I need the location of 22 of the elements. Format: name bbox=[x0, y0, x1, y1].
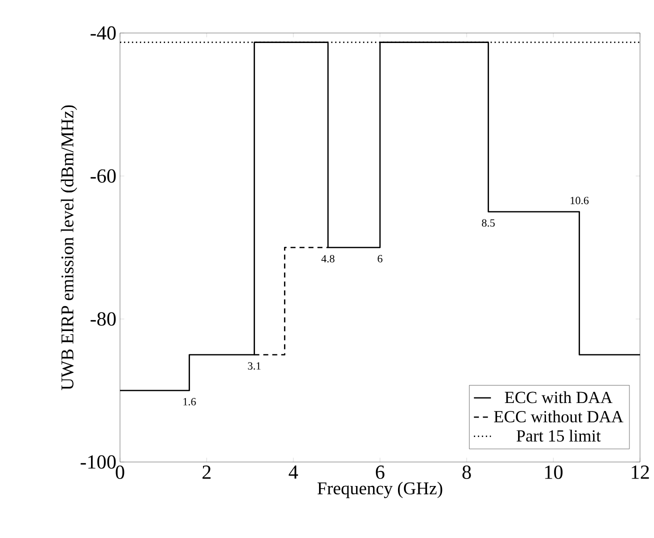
x-tick-label: 6 bbox=[376, 466, 384, 479]
annotation: 3.1 bbox=[248, 362, 261, 370]
legend-label: ECC without DAA bbox=[494, 410, 624, 422]
y-tick-label: -40 bbox=[90, 26, 116, 40]
y-tick-label: -100 bbox=[80, 455, 116, 469]
legend-label: ECC with DAA bbox=[504, 391, 612, 404]
annotation: 10.6 bbox=[570, 196, 589, 204]
x-tick-label: 2 bbox=[202, 466, 211, 479]
y-axis-title: UWB EIRP emission level (dBm/MHz) bbox=[60, 105, 78, 390]
annotation: 4.8 bbox=[321, 255, 334, 262]
x-tick-label: 4 bbox=[288, 466, 298, 479]
y-tick-label: -80 bbox=[90, 312, 116, 326]
x-tick-label: 0 bbox=[116, 466, 124, 479]
x-tick-label: 12 bbox=[632, 466, 649, 479]
annotation: 1.6 bbox=[183, 398, 196, 406]
x-axis-title: Frequency (GHz) bbox=[318, 482, 442, 498]
legend-label: Part 15 limit bbox=[516, 430, 601, 442]
x-tick-label: 10 bbox=[545, 466, 563, 479]
y-tick-label: -60 bbox=[90, 169, 116, 183]
x-tick-label: 8 bbox=[462, 466, 471, 479]
annotation: 8.5 bbox=[482, 219, 495, 227]
annotation: 6 bbox=[378, 255, 382, 262]
